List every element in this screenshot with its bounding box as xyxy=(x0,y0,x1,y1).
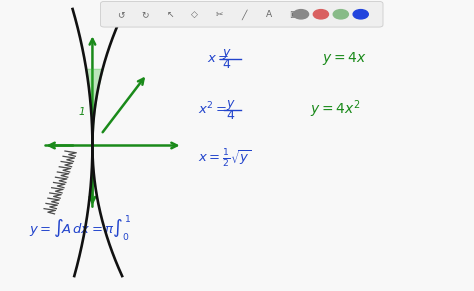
Text: ▣: ▣ xyxy=(289,10,298,19)
Text: $y=4x^{2}$: $y=4x^{2}$ xyxy=(310,98,361,120)
Text: ◇: ◇ xyxy=(191,10,198,19)
Text: ✂: ✂ xyxy=(216,10,223,19)
Circle shape xyxy=(333,10,348,19)
Text: $x^{2}=$: $x^{2}=$ xyxy=(198,101,228,118)
Circle shape xyxy=(293,10,309,19)
Text: ↻: ↻ xyxy=(142,10,149,19)
Text: ╱: ╱ xyxy=(241,9,247,19)
Circle shape xyxy=(313,10,328,19)
Text: $y$: $y$ xyxy=(226,98,236,112)
Text: $x=$: $x=$ xyxy=(207,52,229,65)
Text: A: A xyxy=(266,10,272,19)
Text: ↖: ↖ xyxy=(166,10,174,19)
Text: $4$: $4$ xyxy=(222,58,231,71)
FancyBboxPatch shape xyxy=(100,1,383,27)
Text: ↺: ↺ xyxy=(117,10,125,19)
Text: $y=4x$: $y=4x$ xyxy=(322,50,367,67)
Circle shape xyxy=(353,10,368,19)
Text: $y=\int\!A\,dx=\pi\int_{0}^{1}$: $y=\int\!A\,dx=\pi\int_{0}^{1}$ xyxy=(29,214,132,243)
Text: $4$: $4$ xyxy=(226,109,235,122)
Text: 1: 1 xyxy=(79,107,85,117)
Text: $x=\frac{1}{2}\sqrt{y}$: $x=\frac{1}{2}\sqrt{y}$ xyxy=(198,148,251,170)
Text: $y$: $y$ xyxy=(222,47,232,61)
